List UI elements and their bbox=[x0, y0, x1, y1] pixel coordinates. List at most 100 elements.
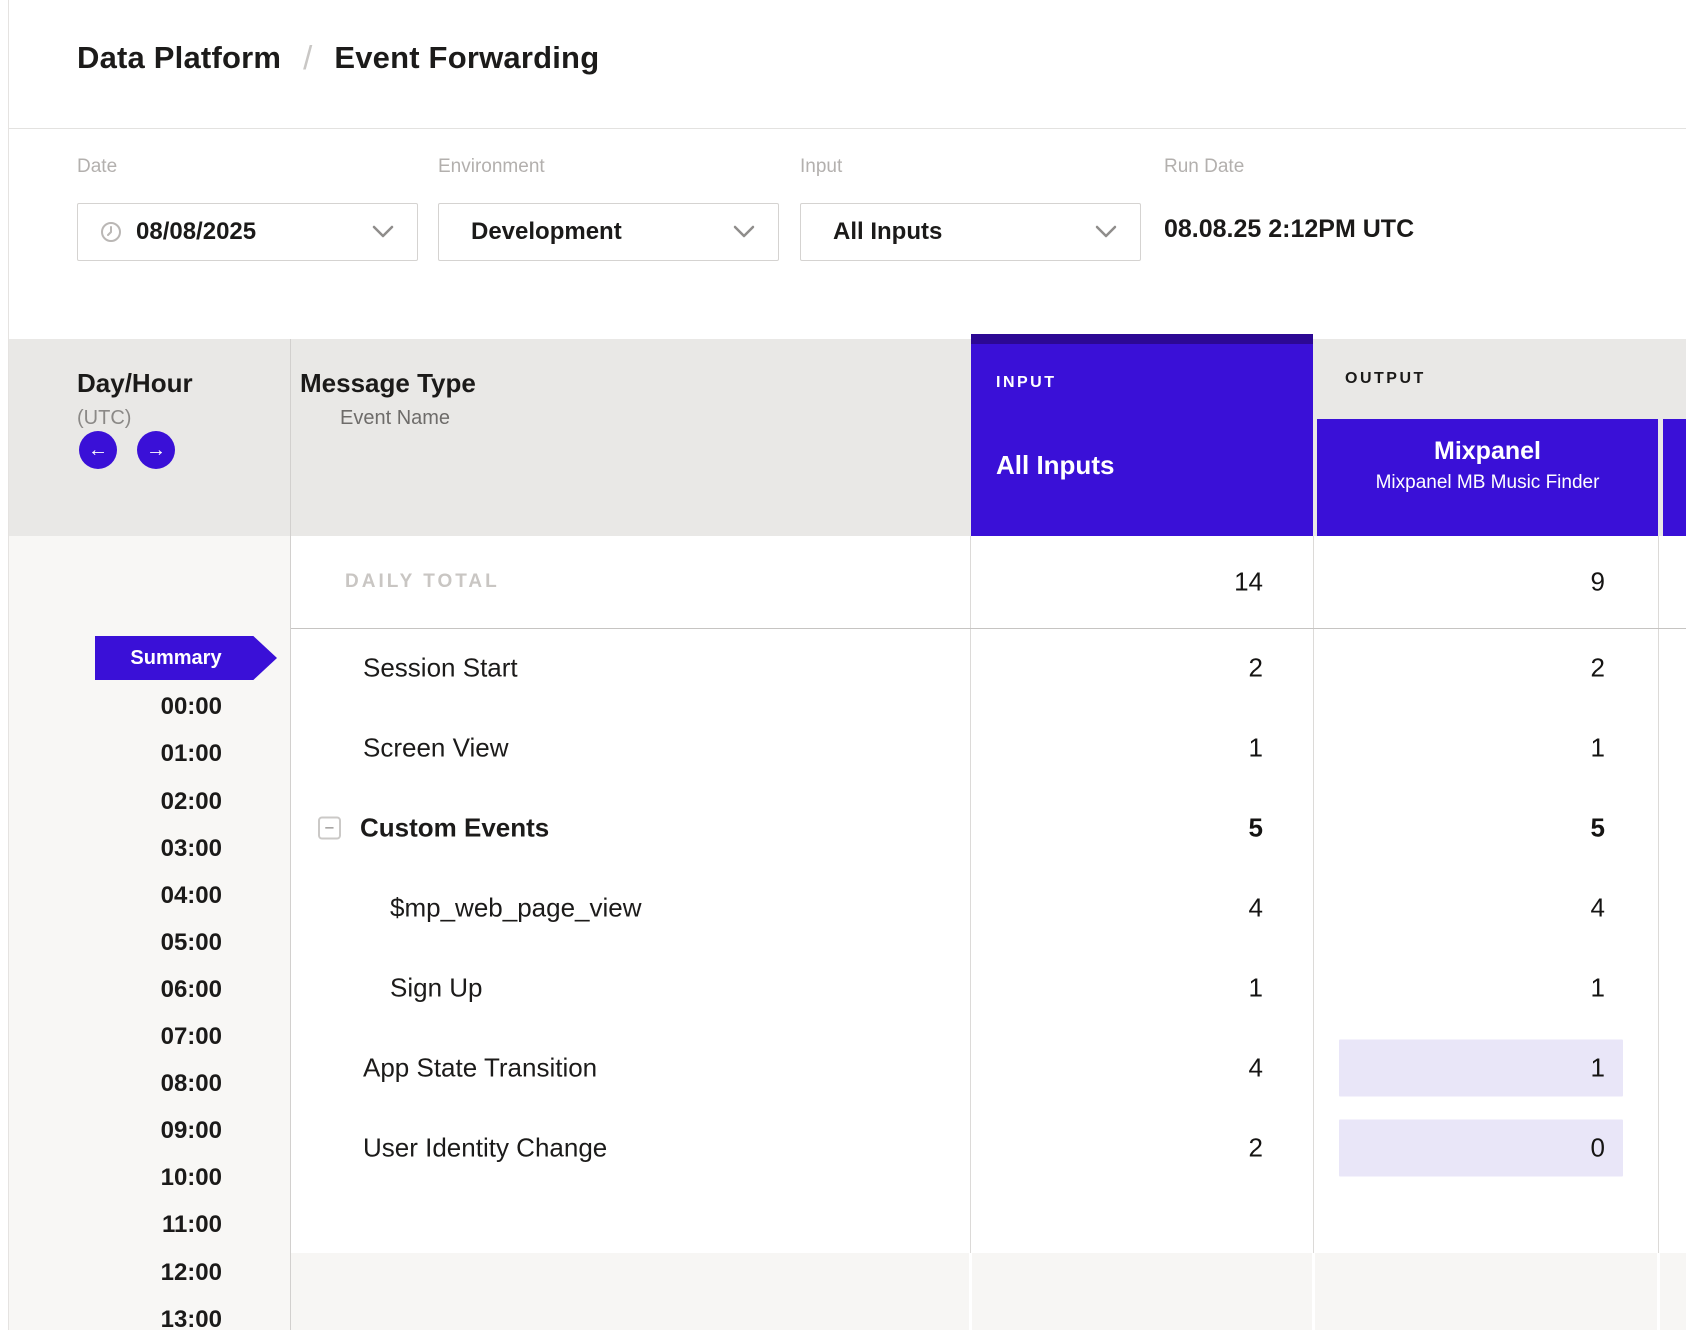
day-hour-title: Day/Hour bbox=[77, 368, 193, 398]
hour-row[interactable]: 04:00 bbox=[160, 882, 222, 909]
hour-row[interactable]: 01:00 bbox=[160, 740, 222, 767]
environment-dropdown[interactable]: Development bbox=[438, 203, 779, 261]
grid-line bbox=[1657, 1253, 1660, 1330]
event-label: App State Transition bbox=[363, 1052, 598, 1083]
breadcrumb: Data Platform / Event Forwarding bbox=[77, 38, 599, 76]
output-count: 0 bbox=[1590, 1132, 1605, 1163]
environment-filter-label: Environment bbox=[438, 156, 545, 177]
daily-total-input-count: 14 bbox=[1234, 566, 1263, 597]
output-count: 2 bbox=[1590, 652, 1605, 683]
table-row-app-state-transition: App State Transition 4 1 bbox=[290, 1028, 1686, 1108]
output-count: 5 bbox=[1590, 812, 1605, 843]
input-count: 1 bbox=[1248, 732, 1263, 763]
output-count: 1 bbox=[1590, 972, 1605, 1003]
day-hour-header: Day/Hour (UTC) bbox=[77, 368, 193, 430]
hour-row[interactable]: 07:00 bbox=[160, 1023, 222, 1050]
event-label: Screen View bbox=[363, 732, 509, 763]
daily-total-separator bbox=[290, 628, 1686, 629]
input-count: 2 bbox=[1248, 652, 1263, 683]
hour-row[interactable]: 00:00 bbox=[160, 693, 222, 720]
event-label: $mp_web_page_view bbox=[390, 892, 642, 923]
highlighted-output-cell[interactable] bbox=[1339, 1119, 1623, 1177]
output-column-header-mixpanel[interactable]: Mixpanel Mixpanel MB Music Finder bbox=[1317, 419, 1658, 536]
input-count: 4 bbox=[1248, 892, 1263, 923]
table-row-mp-web-page-view: $mp_web_page_view 4 4 bbox=[290, 868, 1686, 948]
page-title: Event Forwarding bbox=[334, 40, 600, 75]
grid-line bbox=[1312, 1253, 1315, 1330]
chevron-down-icon bbox=[733, 225, 755, 238]
next-day-button[interactable]: → bbox=[137, 431, 175, 469]
event-label: Session Start bbox=[363, 652, 518, 683]
hour-row[interactable]: 12:00 bbox=[160, 1259, 222, 1286]
grid-line bbox=[969, 1253, 972, 1330]
table-row-session-start: Session Start 2 2 bbox=[290, 628, 1686, 708]
daily-total-row: DAILY TOTAL 14 9 bbox=[290, 536, 1686, 628]
grid-line bbox=[1658, 536, 1659, 1330]
hour-row[interactable]: 06:00 bbox=[160, 976, 222, 1003]
date-filter-label: Date bbox=[77, 156, 118, 177]
hour-row[interactable]: 05:00 bbox=[160, 929, 222, 956]
message-type-header: Message Type Event Name bbox=[300, 368, 476, 430]
date-dropdown[interactable]: 08/08/2025 bbox=[77, 203, 418, 261]
grid-line bbox=[1313, 536, 1314, 1330]
input-filter-label: Input bbox=[800, 156, 843, 177]
output-count: 4 bbox=[1590, 892, 1605, 923]
output-column-header-partial bbox=[1663, 419, 1686, 536]
table-row-custom-events: − Custom Events 5 5 bbox=[290, 788, 1686, 868]
event-group-label: Custom Events bbox=[360, 812, 550, 843]
chevron-down-icon bbox=[372, 225, 394, 238]
input-dropdown[interactable]: All Inputs bbox=[800, 203, 1141, 261]
arrow-left-icon: ← bbox=[88, 438, 108, 461]
event-label: User Identity Change bbox=[363, 1132, 608, 1163]
output-group-label: OUTPUT bbox=[1345, 370, 1426, 387]
environment-value: Development bbox=[471, 218, 622, 245]
breadcrumb-separator: / bbox=[303, 39, 313, 76]
table-footer-band bbox=[290, 1253, 1686, 1330]
output-count: 1 bbox=[1590, 732, 1605, 763]
breadcrumb-section[interactable]: Data Platform bbox=[77, 40, 282, 75]
date-value: 08/08/2025 bbox=[136, 218, 257, 245]
output-count: 1 bbox=[1590, 1052, 1605, 1083]
highlighted-output-cell[interactable] bbox=[1339, 1039, 1623, 1097]
day-hour-subtitle: (UTC) bbox=[77, 407, 132, 429]
header-divider bbox=[0, 128, 1686, 129]
input-count: 4 bbox=[1248, 1052, 1263, 1083]
hour-row[interactable]: 10:00 bbox=[160, 1164, 222, 1191]
input-count: 5 bbox=[1248, 812, 1263, 843]
message-type-subtitle: Event Name bbox=[340, 407, 451, 429]
daily-total-label: DAILY TOTAL bbox=[345, 571, 500, 592]
output-column-subtitle: Mixpanel MB Music Finder bbox=[1375, 472, 1600, 493]
hour-row[interactable]: 11:00 bbox=[161, 1211, 222, 1238]
sidebar-divider bbox=[290, 339, 291, 1330]
grid-line bbox=[970, 536, 971, 1330]
input-column-accent-strip bbox=[971, 334, 1313, 344]
hour-row[interactable]: 08:00 bbox=[160, 1070, 222, 1097]
input-count: 1 bbox=[1248, 972, 1263, 1003]
hour-row[interactable]: 02:00 bbox=[160, 788, 222, 815]
input-count: 2 bbox=[1248, 1132, 1263, 1163]
run-date-label: Run Date bbox=[1164, 156, 1245, 177]
input-column-header[interactable]: INPUT All Inputs bbox=[971, 334, 1313, 536]
table-row-sign-up: Sign Up 1 1 bbox=[290, 948, 1686, 1028]
table-row-user-identity-change: User Identity Change 2 0 bbox=[290, 1108, 1686, 1188]
previous-day-button[interactable]: ← bbox=[79, 431, 117, 469]
hour-row[interactable]: 13:00 bbox=[160, 1306, 222, 1330]
collapse-icon[interactable]: − bbox=[318, 816, 341, 840]
summary-row-badge[interactable]: Summary bbox=[95, 636, 277, 680]
window-left-edge bbox=[0, 0, 9, 1330]
output-column-name: Mixpanel bbox=[1434, 437, 1541, 465]
input-column-name: All Inputs bbox=[996, 450, 1115, 480]
day-navigation: ← → bbox=[79, 431, 175, 469]
event-label: Sign Up bbox=[390, 972, 483, 1003]
input-group-label: INPUT bbox=[996, 374, 1057, 391]
run-date-value: 08.08.25 2:12PM UTC bbox=[1164, 215, 1415, 243]
clock-icon bbox=[101, 222, 121, 242]
daily-total-output-count: 9 bbox=[1590, 566, 1605, 597]
top-bar: Data Platform / Event Forwarding bbox=[0, 0, 1686, 128]
table-row-screen-view: Screen View 1 1 bbox=[290, 708, 1686, 788]
input-value: All Inputs bbox=[833, 218, 943, 245]
hour-row[interactable]: 03:00 bbox=[160, 835, 222, 862]
chevron-down-icon bbox=[1095, 225, 1117, 238]
hour-row[interactable]: 09:00 bbox=[160, 1117, 222, 1144]
